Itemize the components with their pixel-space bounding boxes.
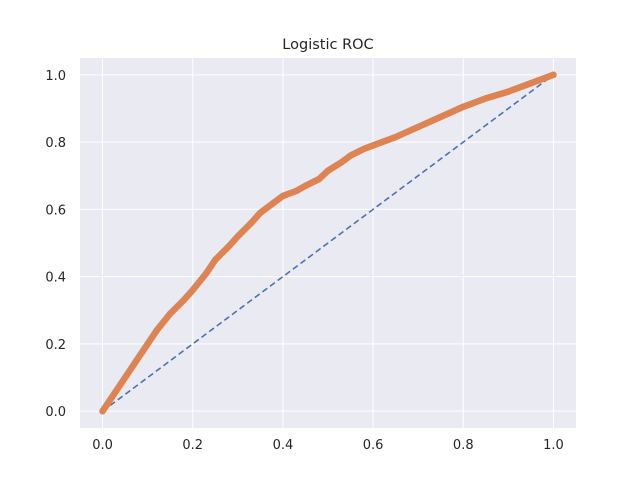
roc-point xyxy=(347,152,354,159)
roc-point xyxy=(482,95,490,102)
roc-point xyxy=(99,407,106,415)
y-tick-label: 0.2 xyxy=(45,338,66,353)
roc-point xyxy=(166,310,174,317)
series-group xyxy=(99,71,557,415)
roc-point xyxy=(153,327,160,334)
chance-diagonal-line xyxy=(102,74,554,412)
roc-point xyxy=(338,159,345,166)
x-tick-label: 1.0 xyxy=(543,438,564,453)
roc-point xyxy=(460,103,467,110)
roc-point xyxy=(369,142,377,149)
x-tick-labels: 0.0 0.2 0.4 0.6 0.8 1.0 xyxy=(92,438,564,453)
y-tick-label: 0.4 xyxy=(45,271,66,286)
roc-point xyxy=(257,209,264,216)
roc-point xyxy=(248,219,255,227)
y-tick-labels: 0.0 0.2 0.4 0.6 0.8 1.0 xyxy=(45,69,66,420)
roc-point xyxy=(108,394,115,401)
x-tick-label: 0.6 xyxy=(363,438,384,453)
roc-point xyxy=(414,123,422,131)
roc-point xyxy=(392,133,399,141)
roc-point xyxy=(360,145,368,153)
roc-point xyxy=(505,88,512,95)
roc-point xyxy=(144,340,151,348)
y-tick-label: 0.8 xyxy=(45,136,66,151)
grid-lines xyxy=(80,58,576,428)
roc-point xyxy=(270,199,278,206)
roc-point xyxy=(203,270,210,277)
roc-point xyxy=(550,71,557,79)
roc-point xyxy=(527,80,535,87)
roc-point xyxy=(180,296,187,304)
y-tick-label: 1.0 xyxy=(45,69,66,84)
roc-point xyxy=(225,243,232,250)
roc-point xyxy=(135,354,142,361)
roc-point xyxy=(302,182,309,190)
x-tick-label: 0.2 xyxy=(182,438,203,453)
y-tick-label: 0.0 xyxy=(45,405,66,420)
roc-point xyxy=(293,187,300,195)
roc-point xyxy=(279,192,287,200)
roc-point xyxy=(212,256,219,264)
x-tick-label: 0.0 xyxy=(92,438,113,453)
y-tick-label: 0.6 xyxy=(45,203,66,218)
roc-point xyxy=(234,233,242,240)
chart-title: Logistic ROC xyxy=(282,37,373,53)
roc-point xyxy=(324,167,332,174)
x-tick-label: 0.8 xyxy=(453,438,474,453)
roc-point xyxy=(315,175,323,183)
x-tick-label: 0.4 xyxy=(273,438,294,453)
roc-point xyxy=(437,113,444,121)
roc-point xyxy=(189,286,196,294)
roc-point xyxy=(121,374,129,381)
